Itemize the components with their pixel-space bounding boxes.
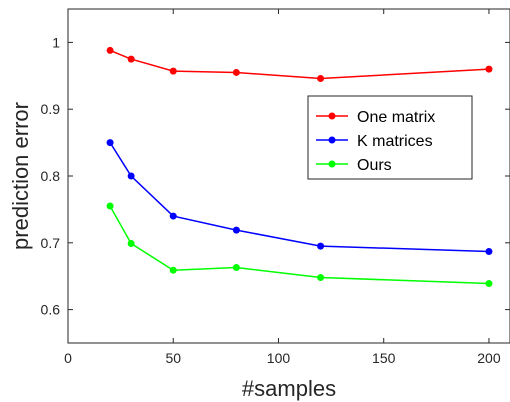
x-tick-label: 200 (477, 350, 501, 366)
data-point (317, 274, 325, 282)
x-axis-title: #samples (242, 376, 336, 401)
y-tick-label: 1 (52, 34, 60, 50)
data-point (232, 226, 240, 234)
y-tick-label: 0.9 (41, 101, 61, 117)
axis-ticks: 0 50 100 150 200 0.6 0.7 0.8 0.9 1 (41, 9, 510, 366)
data-point (485, 247, 493, 255)
legend: One matrix K matrices Ours (307, 95, 473, 180)
data-point (169, 212, 177, 220)
data-point (317, 242, 325, 250)
legend-marker (328, 160, 336, 168)
y-tick-label: 0.8 (41, 168, 61, 184)
x-tick-label: 150 (372, 350, 396, 366)
data-point (317, 74, 325, 82)
y-axis-title: prediction error (8, 102, 33, 250)
data-point (169, 266, 177, 274)
legend-label: Ours (357, 157, 392, 174)
data-point (106, 139, 114, 147)
data-point (169, 67, 177, 75)
x-tick-label: 0 (64, 350, 72, 366)
series-layer (106, 46, 493, 288)
x-tick-label: 100 (267, 350, 291, 366)
data-point (485, 280, 493, 288)
data-point (127, 55, 135, 63)
data-point (127, 239, 135, 247)
data-point (232, 264, 240, 272)
series-line (109, 49, 490, 80)
data-point (106, 46, 114, 54)
y-tick-label: 0.6 (41, 302, 61, 318)
series-line (109, 142, 490, 253)
series-line (109, 205, 490, 285)
legend-label: K matrices (357, 133, 433, 150)
legend-label: One matrix (357, 109, 435, 126)
data-point (106, 202, 114, 210)
legend-marker (328, 112, 336, 120)
data-point (127, 172, 135, 180)
legend-marker (328, 136, 336, 144)
x-tick-label: 50 (165, 350, 181, 366)
y-tick-label: 0.7 (41, 235, 61, 251)
data-point (232, 68, 240, 76)
data-point (485, 65, 493, 73)
legend-box (307, 95, 473, 180)
